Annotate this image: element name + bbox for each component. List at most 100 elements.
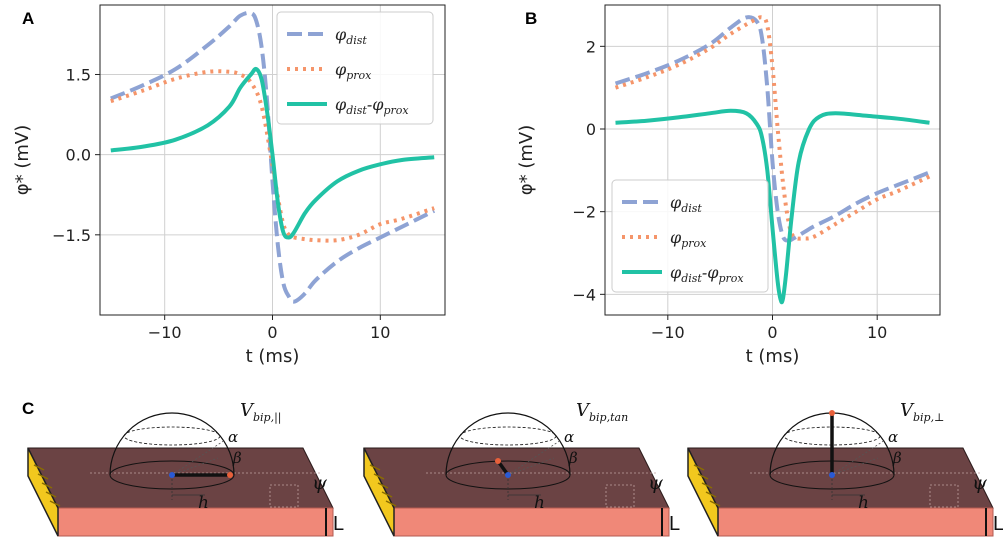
legend-label-mid: -φ xyxy=(367,95,384,114)
legend-label-sub: dist xyxy=(681,202,702,215)
y-axis-label: φ* (mV) xyxy=(516,125,537,196)
x-tick-label: −10 xyxy=(651,323,685,342)
slab-end-texture xyxy=(49,500,61,507)
thickness-label: L xyxy=(333,513,344,535)
h-label: h xyxy=(534,493,545,513)
slab-front xyxy=(717,507,994,537)
legend-label-sub2: prox xyxy=(383,104,409,117)
dipole-voltage-label: Vbip,tan xyxy=(576,400,628,424)
y-tick-label: −4 xyxy=(572,285,596,304)
legend-label: φdist xyxy=(670,193,702,215)
beta-guide xyxy=(831,457,879,476)
legend-label-sub: dist xyxy=(346,104,367,117)
x-axis-label: t (ms) xyxy=(246,346,300,367)
legend-label: φdist-φprox xyxy=(670,263,744,285)
legend-label-main: φ xyxy=(335,60,347,79)
slab-end-texture xyxy=(701,482,713,489)
guide-box xyxy=(929,484,959,508)
series-line-dist xyxy=(110,10,436,304)
hemisphere-dome xyxy=(109,412,235,476)
psi-label: ψ xyxy=(972,472,988,494)
legend-label-main: φ xyxy=(670,228,682,247)
x-tick-label: 10 xyxy=(370,323,390,342)
slab-end-texture xyxy=(705,491,717,498)
hemisphere-latitude xyxy=(459,426,557,446)
dipole-voltage-sub: bip,tan xyxy=(589,411,628,424)
slab-end-texture xyxy=(41,482,53,489)
legend-label-sub2: prox xyxy=(718,272,744,285)
beta-label: β xyxy=(892,449,902,467)
slab-end-texture xyxy=(45,491,57,498)
slab-end-texture xyxy=(381,491,393,498)
thickness-label: L xyxy=(993,513,1003,535)
slab-front xyxy=(393,507,670,537)
thickness-label: L xyxy=(669,513,680,535)
x-tick-label: 0 xyxy=(767,323,777,342)
slab-front xyxy=(57,507,334,537)
panel-a-label: A xyxy=(22,9,34,28)
h-label: h xyxy=(198,493,209,513)
slab-end-texture xyxy=(377,482,389,489)
legend-label: φdist xyxy=(335,25,367,47)
y-tick-label: 0 xyxy=(586,120,596,139)
slab-end-texture xyxy=(385,500,397,507)
dipole-voltage-sub: bip,⊥ xyxy=(913,411,944,424)
dipole-voltage-sub: bip,|| xyxy=(253,411,282,425)
y-tick-label: −2 xyxy=(572,203,596,222)
slab-end xyxy=(27,447,59,537)
hemisphere-latitude xyxy=(123,426,221,446)
beta-guide xyxy=(171,457,219,476)
slab-top xyxy=(363,447,670,509)
slab-end xyxy=(687,447,719,537)
panel-a: A −10 0 101.50.0−1.5t (ms)φ* (mV)φdistφpro… xyxy=(12,4,446,367)
legend-label-sub: prox xyxy=(681,237,707,250)
slab-end-texture xyxy=(709,500,721,507)
y-axis-label: φ* (mV) xyxy=(12,125,33,196)
legend-label-mid: -φ xyxy=(702,263,719,282)
legend-label-sub: dist xyxy=(346,34,367,47)
slab-end xyxy=(363,447,395,537)
x-axis-label: t (ms) xyxy=(746,346,800,367)
slab-top xyxy=(687,447,994,509)
panel-a-plot: −10 0 101.50.0−1.5t (ms)φ* (mV)φdistφproxφ… xyxy=(12,4,446,367)
dipole-positive-pole xyxy=(829,410,835,416)
x-tick-label: 10 xyxy=(867,323,887,342)
beta-label: β xyxy=(568,449,578,467)
panel-b-label: B xyxy=(525,9,537,28)
beta-guide xyxy=(507,457,555,476)
legend-label: φprox xyxy=(670,228,707,250)
legend-label-sub: prox xyxy=(346,69,372,82)
dipole-positive-pole xyxy=(227,472,233,478)
dipole-voltage-label: Vbip,|| xyxy=(240,400,282,425)
legend-label: φdist-φprox xyxy=(335,95,409,117)
dipole-negative-pole xyxy=(829,472,835,478)
y-tick-label: −1.5 xyxy=(52,226,91,245)
alpha-guide xyxy=(831,439,886,476)
slab-end-texture xyxy=(693,464,705,471)
panel-c-label: C xyxy=(22,399,34,418)
dipole-voltage-label: Vbip,⊥ xyxy=(900,400,944,424)
slab-end-texture xyxy=(37,473,49,480)
guide-box xyxy=(605,484,635,508)
slab-end-texture xyxy=(373,473,385,480)
legend-label-sub: dist xyxy=(681,272,702,285)
beta-label: β xyxy=(232,449,242,467)
alpha-guide xyxy=(171,439,226,476)
legend-label-main: φ xyxy=(335,95,347,114)
dipole-voltage-main: V xyxy=(576,400,591,421)
y-tick-label: 2 xyxy=(586,37,596,56)
psi-label: ψ xyxy=(648,472,664,494)
alpha-label: α xyxy=(888,428,898,446)
slab-end-texture xyxy=(697,473,709,480)
legend-label-main: φ xyxy=(670,263,682,282)
psi-label: ψ xyxy=(312,472,328,494)
slab-end-texture xyxy=(369,464,381,471)
x-tick-label: 0 xyxy=(267,323,277,342)
series-line-dist xyxy=(614,15,931,243)
slab-top xyxy=(27,447,334,509)
